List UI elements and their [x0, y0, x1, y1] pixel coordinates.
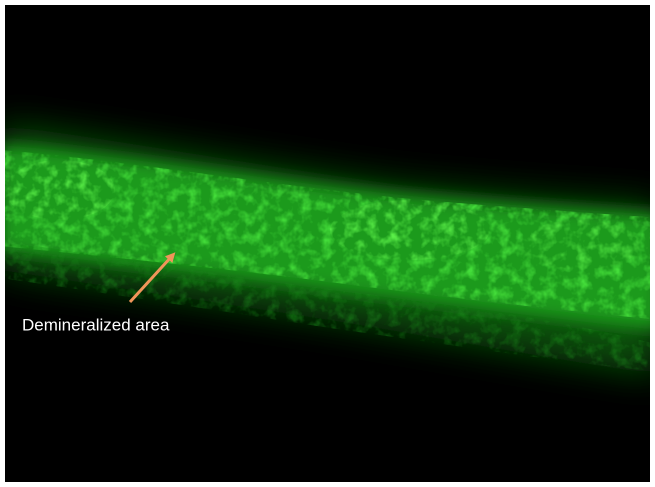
micrograph: Demineralized area	[0, 0, 655, 487]
annotation-label: Demineralized area	[22, 315, 170, 334]
page: Demineralized area (() => { const data =…	[0, 0, 655, 487]
